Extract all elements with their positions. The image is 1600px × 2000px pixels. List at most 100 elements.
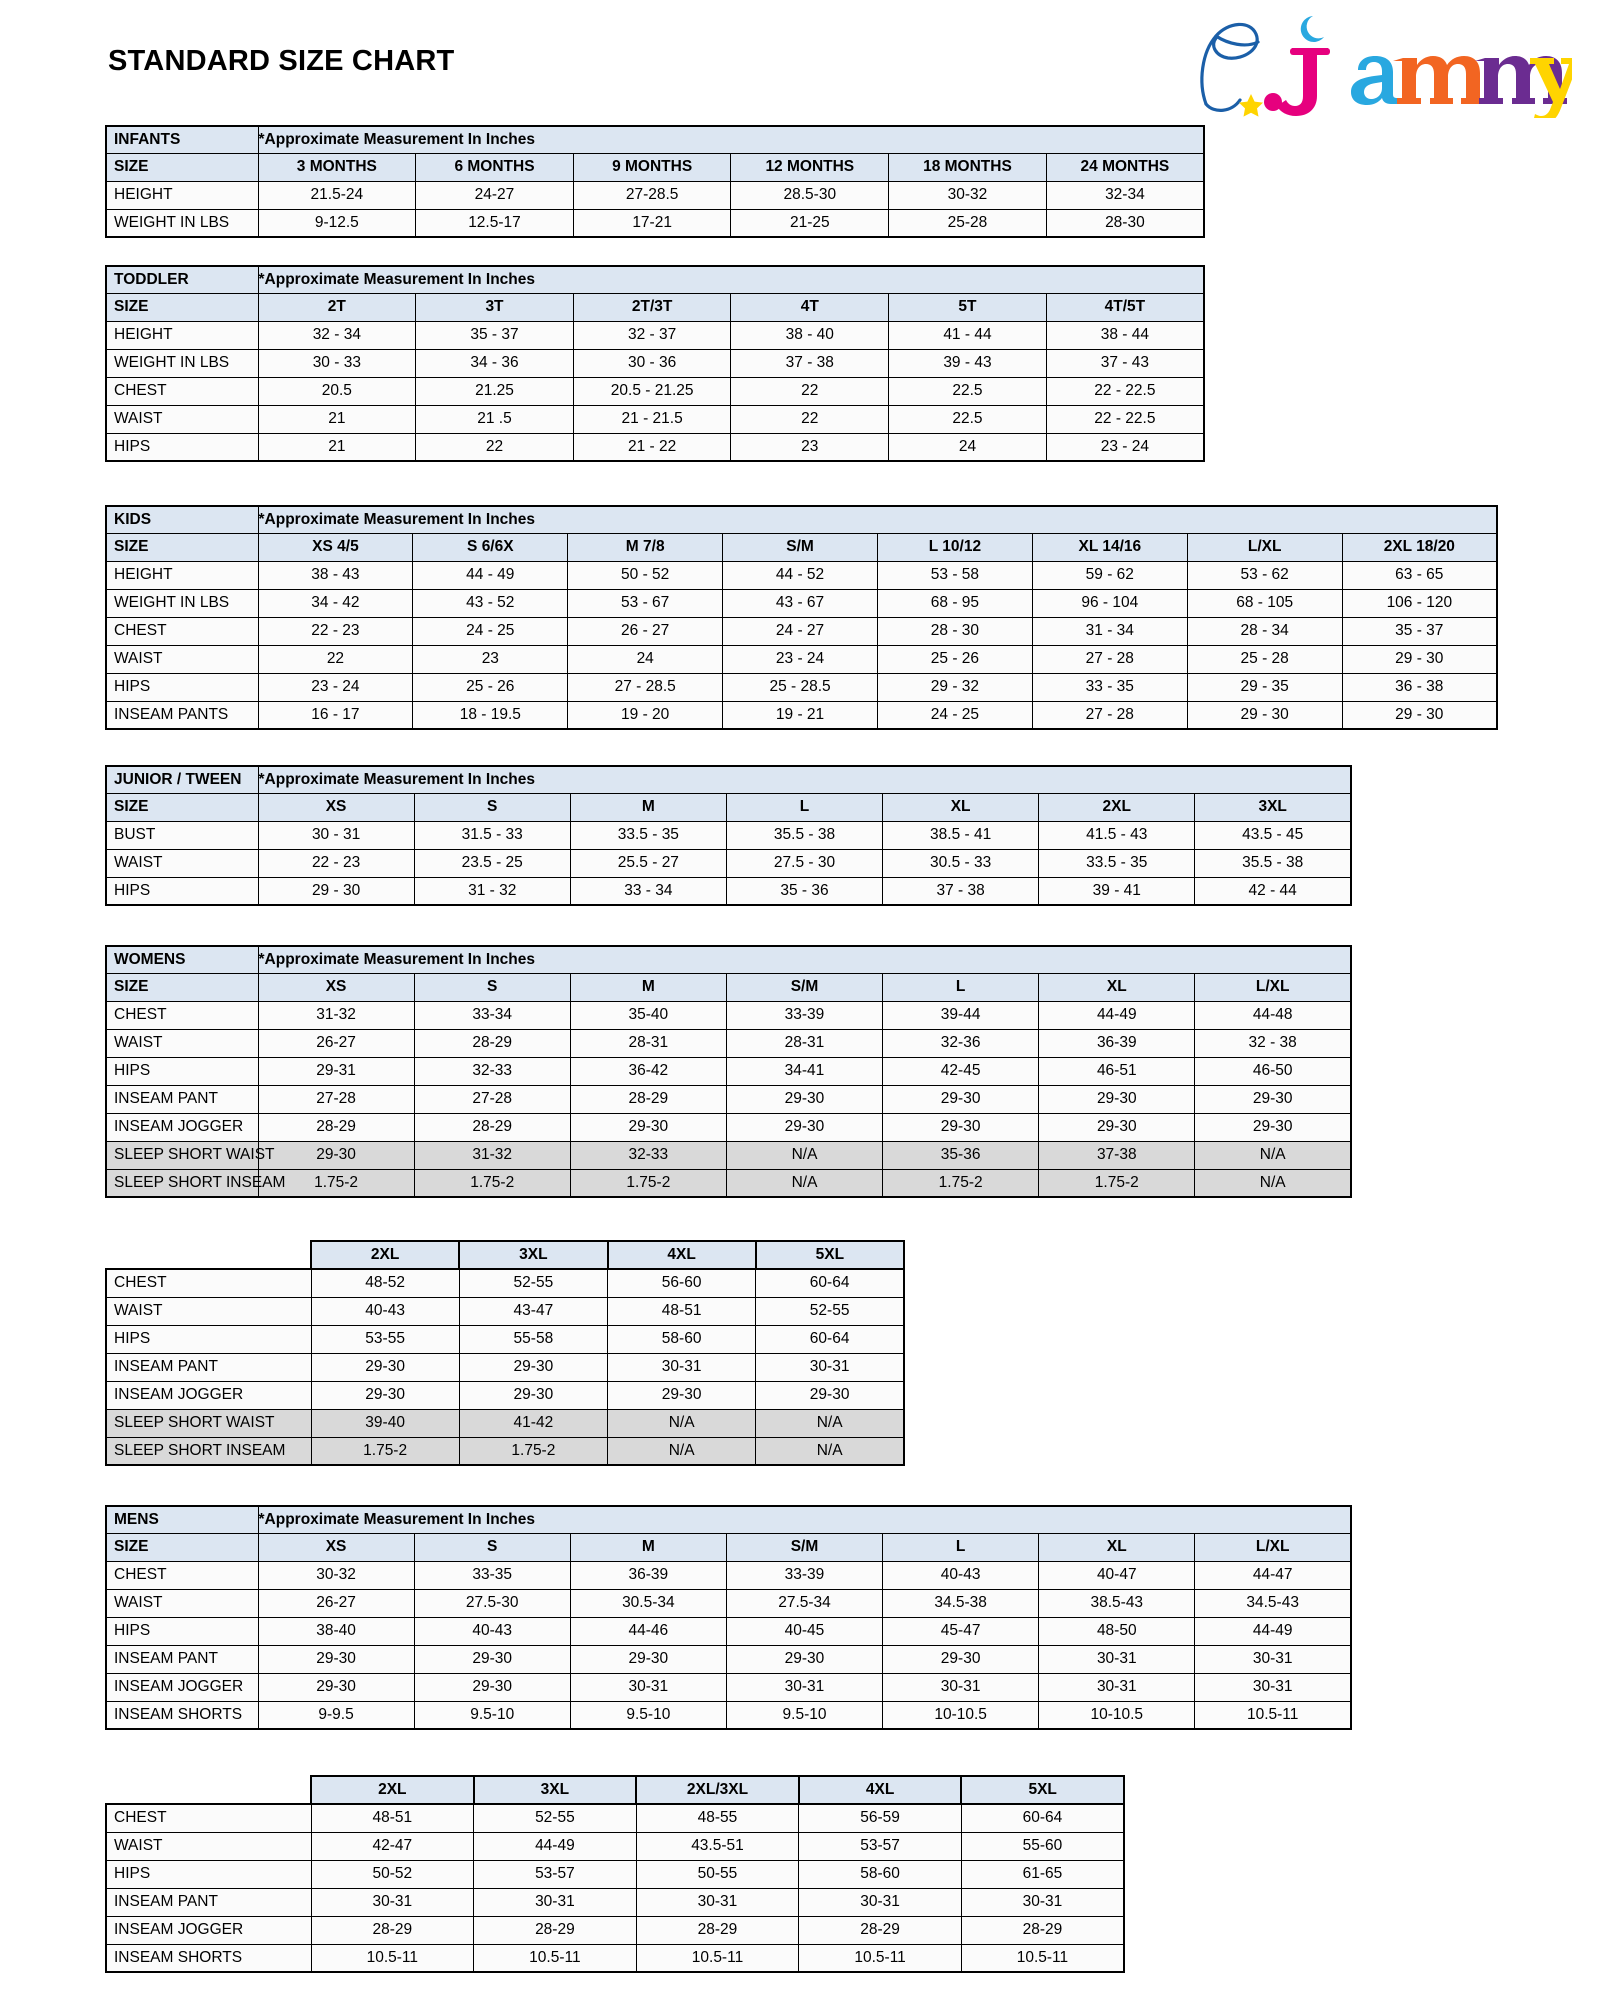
size-column-header: SIZE bbox=[105, 292, 259, 322]
measurement-label: INSEAM PANT bbox=[105, 1887, 312, 1917]
table-row: HIPS 29 - 30 31 - 32 33 - 34 35 - 36 37 - 38 3… bbox=[105, 876, 1352, 906]
table-row: WAIST 40-43 43-47 48-51 52-55 bbox=[105, 1296, 906, 1326]
measurement-value: 10.5-11 bbox=[310, 1943, 475, 1973]
measurement-value: 60-64 bbox=[960, 1803, 1125, 1833]
size-header-cell: XS 4/5 bbox=[257, 532, 414, 562]
measurement-value: 34.5-43 bbox=[1194, 1588, 1352, 1618]
size-header-cell: 5T bbox=[888, 292, 1047, 322]
measurement-value: 30 - 36 bbox=[572, 348, 732, 378]
measurement-label: HEIGHT bbox=[105, 320, 259, 350]
size-header-cell: 12 MONTHS bbox=[730, 152, 890, 182]
measurement-value: 35 - 37 bbox=[1341, 616, 1498, 646]
measurement-value: 40-43 bbox=[310, 1296, 460, 1326]
table-row: WAIST 22 - 23 23.5 - 25 25.5 - 27 27.5 - 30 3… bbox=[105, 848, 1352, 878]
size-column-header: SIZE bbox=[105, 152, 259, 182]
measurement-value: 27-28 bbox=[257, 1084, 415, 1114]
table-row: WAIST 42-47 44-49 43.5-51 53-57 55-60 bbox=[105, 1831, 1125, 1861]
measurement-value: 55-60 bbox=[960, 1831, 1125, 1861]
table-banner-title: JUNIOR / TWEEN bbox=[105, 765, 259, 794]
size-header-cell: 24 MONTHS bbox=[1045, 152, 1205, 182]
measurement-value: 24 bbox=[888, 432, 1047, 462]
measurement-value: 34.5-38 bbox=[882, 1588, 1040, 1618]
size-header-cell: 2XL/3XL bbox=[635, 1775, 800, 1805]
table-row: INSEAM JOGGER 29-30 29-30 29-30 29-30 bbox=[105, 1380, 906, 1410]
measurement-value: 30-31 bbox=[1194, 1644, 1352, 1674]
measurement-value: 25 - 28.5 bbox=[722, 672, 878, 702]
size-header-cell: XS bbox=[257, 1532, 415, 1562]
size-header-cell: 4T/5T bbox=[1045, 292, 1205, 322]
size-header-cell: L/XL bbox=[1194, 1532, 1352, 1562]
size-header-cell: 3XL bbox=[458, 1240, 609, 1270]
measurement-value: 25-28 bbox=[888, 208, 1047, 238]
measurement-value: 43.5 - 45 bbox=[1194, 820, 1352, 850]
measurement-value: 33-34 bbox=[413, 1000, 571, 1030]
measurement-value: 29-30 bbox=[1194, 1084, 1352, 1114]
table-row: HEIGHT 21.5-24 24-27 27-28.5 28.5-30 30-32 32-… bbox=[105, 180, 1205, 210]
measurement-value: 32 - 38 bbox=[1194, 1028, 1352, 1058]
measurement-value: 1.75-2 bbox=[1038, 1168, 1196, 1198]
measurement-value: 37-38 bbox=[1038, 1140, 1196, 1170]
measurement-value: 22 bbox=[257, 644, 414, 674]
measurement-label: WAIST bbox=[105, 1296, 312, 1326]
measurement-value: 27.5-30 bbox=[413, 1588, 571, 1618]
measurement-value: 30-31 bbox=[798, 1887, 962, 1917]
measurement-value: 41.5 - 43 bbox=[1038, 820, 1196, 850]
measurement-value: 24 - 25 bbox=[412, 616, 569, 646]
size-header-cell: XL bbox=[882, 792, 1040, 822]
table-banner-note: *Approximate Measurement In Inches bbox=[257, 265, 1205, 294]
measurement-value: N/A bbox=[755, 1408, 906, 1438]
measurement-value: 33 - 34 bbox=[569, 876, 727, 906]
measurement-value: 28-29 bbox=[473, 1915, 637, 1945]
measurement-value: 96 - 104 bbox=[1031, 588, 1188, 618]
measurement-value: 28-29 bbox=[310, 1915, 475, 1945]
measurement-label: WAIST bbox=[105, 1588, 259, 1618]
measurement-value: 43.5-51 bbox=[635, 1831, 800, 1861]
size-header-cell: 2XL bbox=[1038, 792, 1196, 822]
table-row: INSEAM PANT 30-31 30-31 30-31 30-31 30-31 bbox=[105, 1887, 1125, 1917]
size-header-cell: 9 MONTHS bbox=[572, 152, 732, 182]
measurement-value: 44 - 52 bbox=[722, 560, 878, 590]
measurement-label: HEIGHT bbox=[105, 560, 259, 590]
measurement-value: 29-30 bbox=[458, 1380, 609, 1410]
measurement-value: 28-31 bbox=[569, 1028, 727, 1058]
measurement-value: 32 - 37 bbox=[572, 320, 732, 350]
measurement-value: 21 - 21.5 bbox=[572, 404, 732, 434]
size-header-cell: 18 MONTHS bbox=[888, 152, 1047, 182]
measurement-label: HEIGHT bbox=[105, 180, 259, 210]
measurement-label: HIPS bbox=[105, 432, 259, 462]
size-header-cell: 4XL bbox=[606, 1240, 757, 1270]
measurement-value: 9.5-10 bbox=[725, 1700, 884, 1730]
section-mens: MENS *Approximate Measurement In Inches SI… bbox=[105, 1505, 1352, 1730]
section-infants: INFANTS *Approximate Measurement In Inche… bbox=[105, 125, 1205, 238]
measurement-value: 32-33 bbox=[569, 1140, 727, 1170]
table-row: HIPS 38-40 40-43 44-46 40-45 45-47 48-50 44-49 bbox=[105, 1616, 1352, 1646]
measurement-value: 28-29 bbox=[569, 1084, 727, 1114]
measurement-value: 29-30 bbox=[569, 1644, 727, 1674]
size-table-mens: MENS *Approximate Measurement In Inches SI… bbox=[105, 1505, 1352, 1730]
size-header-cell: L/XL bbox=[1186, 532, 1343, 562]
measurement-value: 27 - 28 bbox=[1031, 644, 1188, 674]
measurement-value: 17-21 bbox=[572, 208, 732, 238]
measurement-value: 36-39 bbox=[569, 1560, 727, 1590]
measurement-value: 28-29 bbox=[635, 1915, 800, 1945]
measurement-value: 56-60 bbox=[606, 1268, 757, 1298]
measurement-label: INSEAM JOGGER bbox=[105, 1112, 259, 1142]
logo-letter-p bbox=[1200, 22, 1260, 112]
measurement-value: 29-30 bbox=[1194, 1112, 1352, 1142]
measurement-value: 29 - 30 bbox=[1341, 700, 1498, 730]
size-header-cell: XL bbox=[1038, 972, 1196, 1002]
section-kids: KIDS *Approximate Measurement In Inches SI… bbox=[105, 505, 1498, 730]
measurement-value: 28-29 bbox=[798, 1915, 962, 1945]
table-row: SLEEP SHORT INSEAM 1.75-2 1.75-2 N/A N/A bbox=[105, 1436, 906, 1466]
table-row: INSEAM PANTS 16 - 17 18 - 19.5 19 - 20 19 - … bbox=[105, 700, 1498, 730]
measurement-label: INSEAM PANT bbox=[105, 1084, 259, 1114]
measurement-value: 30.5-34 bbox=[569, 1588, 727, 1618]
measurement-value: 52-55 bbox=[458, 1268, 609, 1298]
measurement-value: 28-29 bbox=[960, 1915, 1125, 1945]
measurement-value: 30 - 31 bbox=[257, 820, 415, 850]
measurement-label: INSEAM PANT bbox=[105, 1644, 259, 1674]
section-womens-extended: 2XL 3XL 4XL 5XL CHEST 48-52 52-55 56-60 60-64 WAI… bbox=[105, 1240, 906, 1466]
measurement-value: 37 - 38 bbox=[882, 876, 1040, 906]
measurement-value: 34 - 36 bbox=[415, 348, 574, 378]
measurement-label: WAIST bbox=[105, 644, 259, 674]
